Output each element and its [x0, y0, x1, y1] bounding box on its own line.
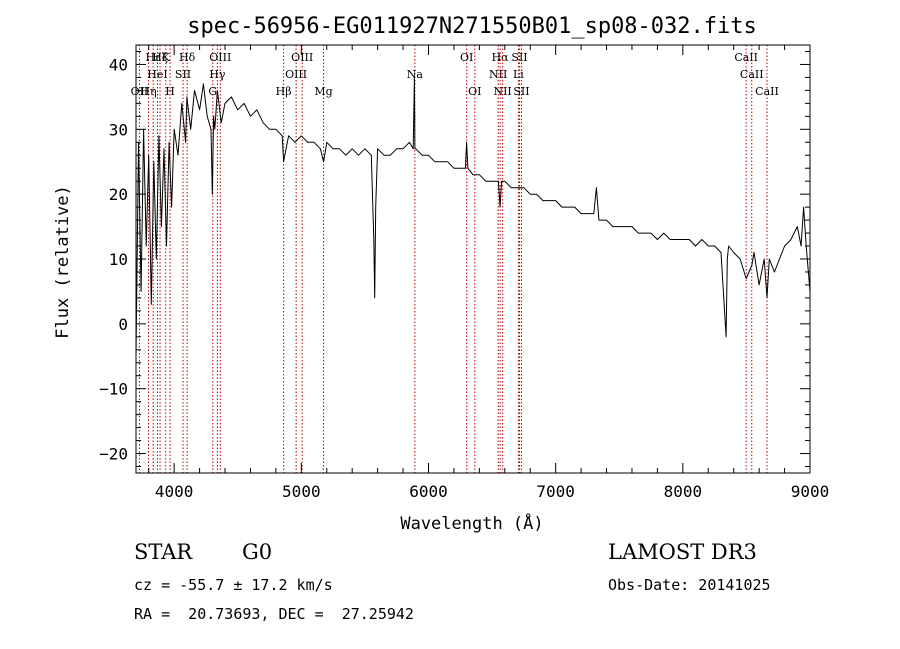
line-marker-label-26: CaII — [740, 68, 764, 81]
x-tick-label-3: 7000 — [536, 482, 575, 501]
x-tick-label-5: 9000 — [791, 482, 830, 501]
line-marker-label-18: OI — [468, 85, 481, 98]
y-tick-label-0: −20 — [99, 445, 128, 464]
line-marker-label-2: Hε — [146, 51, 162, 64]
line-marker-label-0: OII — [131, 85, 149, 98]
spectral-line-markers: OIIHηHεHeIHζKHSIIHδGHγOIIIHβOIIIOIIIMgNa… — [131, 45, 779, 473]
redshift-text: cz = -55.7 ± 17.2 km/s — [134, 576, 333, 594]
line-marker-label-22: Li — [513, 68, 524, 81]
line-marker-label-24: SII — [513, 85, 529, 98]
line-marker-label-7: SII — [175, 68, 191, 81]
line-marker-label-4: Hζ — [152, 51, 168, 64]
y-axis-label: Flux (relative) — [53, 185, 73, 339]
y-tick-label-6: 40 — [109, 55, 128, 74]
line-marker-label-9: G — [208, 85, 217, 98]
x-tick-label-0: 4000 — [155, 482, 194, 501]
line-marker-label-19: NII — [489, 68, 507, 81]
line-marker-label-11: OIII — [209, 51, 231, 64]
y-tick-label-2: 0 — [118, 315, 128, 334]
survey-name: LAMOST DR3 — [608, 540, 757, 564]
line-marker-label-5: K — [162, 51, 171, 64]
axes: 4000 5000 6000 7000 8000 9000 −20 −10 0 10 20 30 40 — [99, 45, 829, 501]
object-class: STAR — [134, 540, 193, 564]
line-marker-label-8: Hδ — [179, 51, 196, 64]
x-tick-label-4: 8000 — [664, 482, 703, 501]
line-marker-label-21: NII — [493, 85, 511, 98]
line-marker-label-16: Na — [407, 68, 424, 81]
spectrum-line-0 — [135, 76, 811, 357]
line-marker-label-27: CaII — [755, 85, 779, 98]
y-tick-label-5: 30 — [109, 120, 128, 139]
line-marker-label-10: Hγ — [209, 68, 226, 81]
line-marker-label-13: OIII — [285, 68, 307, 81]
spectrum-series — [135, 76, 811, 357]
y-tick-label-1: −10 — [99, 380, 128, 399]
x-axis-label: Wavelength (Å) — [400, 512, 543, 534]
coords-text: RA = 20.73693, DEC = 27.25942 — [134, 605, 414, 623]
line-marker-label-14: OIII — [291, 51, 313, 64]
line-marker-label-12: Hβ — [276, 85, 292, 98]
line-marker-label-23: SII — [511, 51, 527, 64]
x-tick-label-1: 5000 — [282, 482, 321, 501]
x-tick-label-2: 6000 — [409, 482, 448, 501]
line-marker-label-15: Mg — [314, 85, 332, 98]
line-marker-label-25: CaII — [734, 51, 758, 64]
line-marker-label-17: OI — [460, 51, 473, 64]
chart-title: spec-56956-EG011927N271550B01_sp08-032.f… — [187, 14, 757, 39]
line-marker-label-3: HeI — [147, 68, 167, 81]
line-marker-label-20: Hα — [492, 51, 510, 64]
y-tick-label-4: 20 — [109, 185, 128, 204]
line-marker-label-6: H — [165, 85, 175, 98]
y-tick-label-3: 10 — [109, 250, 128, 269]
line-marker-label-1: Hη — [140, 85, 156, 98]
object-subclass: G0 — [242, 540, 272, 564]
obs-date-text: Obs-Date: 20141025 — [608, 576, 771, 594]
